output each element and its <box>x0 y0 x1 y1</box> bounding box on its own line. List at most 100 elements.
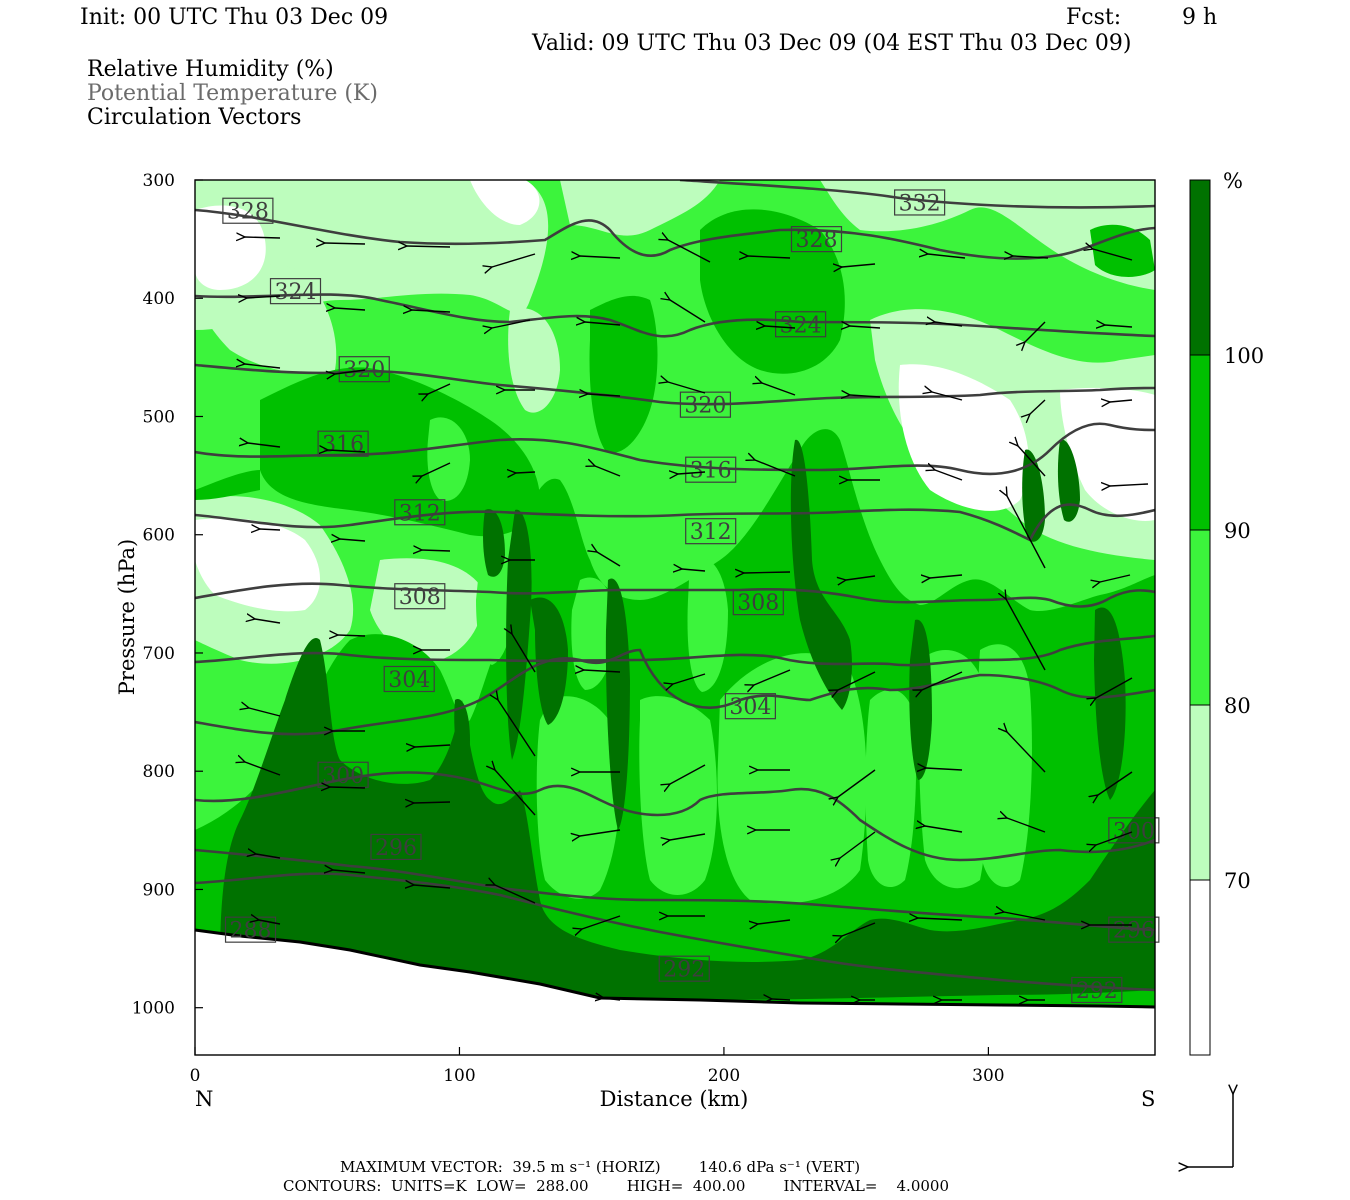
wind-vector <box>744 572 791 573</box>
isentrope-label: 288 <box>230 919 272 944</box>
wind-vector <box>247 296 281 298</box>
terrain-line <box>194 928 1156 1009</box>
colorbar-segment <box>1189 704 1211 881</box>
wind-vector <box>935 322 963 327</box>
isentrope-288 <box>195 872 1155 992</box>
wind-vector <box>1093 249 1133 261</box>
wind-vector <box>918 918 963 920</box>
field-rh-label: Relative Humidity (%) <box>87 57 334 82</box>
wind-vector <box>668 240 711 263</box>
wind-vector <box>1030 399 1046 414</box>
wind-vector <box>1018 446 1046 477</box>
isentrope-label: 300 <box>1113 819 1155 844</box>
forecast-label: Fcst: <box>1066 5 1122 30</box>
colorbar-segment <box>1189 354 1211 531</box>
isentrope-label-box <box>338 356 390 383</box>
y-tick-label: 300 <box>143 171 175 191</box>
isentrope-label: 296 <box>375 836 417 861</box>
wind-vector <box>580 829 621 836</box>
rh-band-100-plus <box>220 439 1155 1000</box>
wind-vector <box>840 831 876 858</box>
x-axis-title: Distance (km) <box>600 1087 749 1111</box>
y-tick-label: 600 <box>143 526 175 546</box>
isentrope-label-box <box>658 955 710 982</box>
circulation-vectors <box>245 237 1149 1000</box>
wind-vector <box>838 671 876 690</box>
x-tick-label: 100 <box>443 1066 475 1086</box>
wind-vector <box>673 673 706 684</box>
wind-vector <box>249 708 281 717</box>
colorbar-tick-label: 80 <box>1224 694 1251 718</box>
wind-vector <box>414 802 451 803</box>
colorbar: % 70 80 90 100 <box>1189 169 1264 1056</box>
isentrope-label-box <box>394 499 446 526</box>
isentrope-300 <box>195 648 1155 736</box>
wind-vector <box>838 769 876 797</box>
wind-vector <box>922 671 963 690</box>
wind-vector <box>340 539 366 541</box>
wind-vector <box>926 768 963 770</box>
colorbar-unit: % <box>1223 169 1243 193</box>
wind-vector <box>1007 732 1046 773</box>
isentrope-label: 316 <box>322 433 364 458</box>
wind-vector <box>588 394 621 396</box>
wind-vector <box>935 470 963 481</box>
wind-vector <box>333 870 366 873</box>
isentrope-label-box <box>269 278 322 305</box>
wind-vector <box>1100 574 1131 582</box>
wind-vector <box>338 635 366 636</box>
wind-vector <box>1110 400 1133 402</box>
isentrope-324 <box>195 293 1155 338</box>
wind-vector <box>414 885 451 888</box>
wind-vector <box>928 254 966 259</box>
wind-vector <box>604 998 621 1000</box>
wind-vector <box>335 369 366 374</box>
colorbar-segment <box>1189 529 1211 706</box>
forecast-hour: 9 h <box>1182 5 1218 30</box>
isentrope-label-box <box>370 833 422 860</box>
wind-vector <box>415 745 451 747</box>
reference-vector <box>1188 1094 1233 1167</box>
wind-vector <box>1110 484 1149 486</box>
colorbar-tick-label: 90 <box>1224 519 1251 543</box>
wind-vector <box>492 319 531 328</box>
isentrope-label: 304 <box>388 668 430 693</box>
wind-vector <box>582 915 621 929</box>
y-tick-label: 900 <box>143 880 175 900</box>
wind-vector <box>842 922 876 936</box>
isentrope-label: 328 <box>795 228 837 253</box>
wind-vector <box>255 619 281 624</box>
y-tick-label: 500 <box>143 407 175 427</box>
wind-vector <box>248 443 281 448</box>
isentrope-label-box <box>679 391 732 418</box>
wind-vector <box>925 826 963 833</box>
wind-vector <box>328 450 366 452</box>
wind-vector <box>1007 818 1046 833</box>
wind-vector <box>670 300 706 323</box>
wind-vector <box>325 243 366 244</box>
y-axis: 300 400 500 600 700 800 900 1000 <box>132 171 203 1019</box>
isentrope-label-box <box>1108 817 1160 844</box>
isentrope-304 <box>195 634 1155 667</box>
wind-vector <box>670 833 706 840</box>
isentrope-label: 332 <box>899 191 941 216</box>
wind-vector <box>670 764 706 784</box>
wind-vector <box>498 700 536 757</box>
y-tick-label: 700 <box>143 644 175 664</box>
wind-vector <box>1013 256 1049 258</box>
wind-vector <box>516 472 536 473</box>
wind-vector <box>762 383 796 396</box>
isentrope-label: 308 <box>737 591 779 616</box>
wind-vector <box>412 310 451 312</box>
wind-vector <box>407 246 451 247</box>
colorbar-tick-label: 100 <box>1224 344 1264 368</box>
isentrope-label: 300 <box>322 764 364 789</box>
wind-vector <box>1007 496 1046 569</box>
isentrope-label-box <box>383 665 435 693</box>
x-tick-label: 300 <box>972 1066 1004 1086</box>
isentrope-label: 312 <box>690 520 732 545</box>
wind-vector <box>748 256 791 258</box>
wind-vector <box>772 999 791 1000</box>
colorbar-segment <box>1189 179 1211 356</box>
